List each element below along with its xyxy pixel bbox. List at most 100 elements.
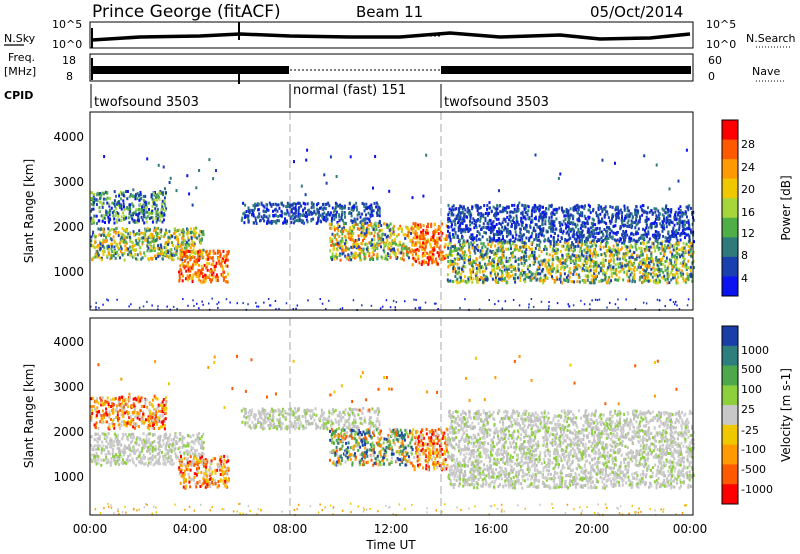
rti-cell [113,221,116,225]
rti-cell [501,255,504,259]
rti-cell [507,222,510,226]
rti-cell [138,245,141,249]
rti-cell [479,219,482,223]
rti-cell [215,261,218,265]
rti-cell [447,229,449,233]
rti-cell [675,281,678,285]
rti-cell [414,257,417,261]
rti-cell [402,242,405,246]
rti-cell [191,263,194,267]
rti-cell [525,275,528,279]
rti-cell [498,204,501,208]
rti-cell [631,278,634,282]
rti-cell [424,246,427,250]
rti-cell [98,306,100,309]
rti-cell [607,226,610,230]
rti-cell [161,252,164,256]
rti-cell [302,201,305,205]
rti-cell [438,252,441,256]
rti-cell [108,197,111,201]
rti-cell [477,212,480,216]
rti-cell [592,281,595,285]
rti-cell [351,206,354,210]
rti-cell [374,228,377,232]
rti-cell [172,258,175,262]
rti-cell [586,256,589,260]
rti-cell [378,207,381,211]
rti-cell [298,202,301,206]
rti-cell [497,238,500,242]
rti-cell [378,209,381,213]
rti-cell [572,221,575,225]
rti-cell [121,227,124,230]
rti-cell [538,247,541,251]
rti-cell [350,231,353,235]
rti-cell [343,226,345,230]
rti-cell [541,228,544,232]
rti-cell [691,211,694,214]
rti-cell [168,253,171,257]
rti-cell [609,267,612,271]
rti-cell [458,247,461,251]
rti-cell [431,247,434,250]
rti-cell [151,235,154,239]
rti-cell [660,269,663,273]
rti-cell [592,265,595,268]
rti-cell [593,279,595,283]
rti-cell [476,230,479,233]
rti-cell [118,241,121,245]
rti-cell [622,264,625,268]
nave-tick-bottom: 0 [708,70,715,83]
rti-cell [150,195,153,199]
rti-cell [377,224,380,228]
rti-cell [206,268,209,272]
rti-cell [470,213,473,217]
rti-cell [663,227,666,231]
rti-cell [664,236,667,240]
rti-cell [516,221,519,225]
rti-cell [565,279,567,283]
rti-cell [649,257,652,261]
rti-cell [687,221,690,225]
rti-cell [550,215,553,219]
rti-cell [606,225,608,229]
rti-cell [375,224,377,228]
rti-cell [561,281,564,285]
rti-cell [526,267,529,271]
rti-cell [312,217,315,221]
rti-cell [218,249,221,253]
rti-cell [567,219,570,222]
rti-cell [524,244,527,248]
rti-cell [539,240,542,244]
rti-cell [557,256,560,260]
rti-cell [431,239,434,242]
rti-cell [654,239,657,243]
rti-cell [345,246,347,250]
rti-cell [556,277,559,281]
rti-cell [595,266,598,270]
rti-cell [357,237,360,241]
rti-cell [688,204,691,208]
rti-cell [335,210,338,214]
rti-cell [159,243,162,247]
rti-cell [254,219,257,223]
rti-cell [108,220,110,224]
rti-cell [169,248,172,252]
rti-cell [187,275,190,279]
rti-cell [523,204,526,208]
rti-cell [467,277,470,281]
rti-cell [564,262,567,266]
rti-cell [414,229,417,233]
rti-cell [109,237,112,241]
rti-cell [190,266,193,270]
rti-cell [355,205,358,209]
rti-cell [575,263,578,267]
rti-cell [461,210,464,214]
rti-cell [478,231,481,235]
rti-cell [124,240,127,244]
rti-cell [628,266,630,270]
rti-cell [665,246,668,250]
rti-cell [438,246,441,250]
rti-cell [365,242,368,246]
rti-cell [466,210,469,214]
